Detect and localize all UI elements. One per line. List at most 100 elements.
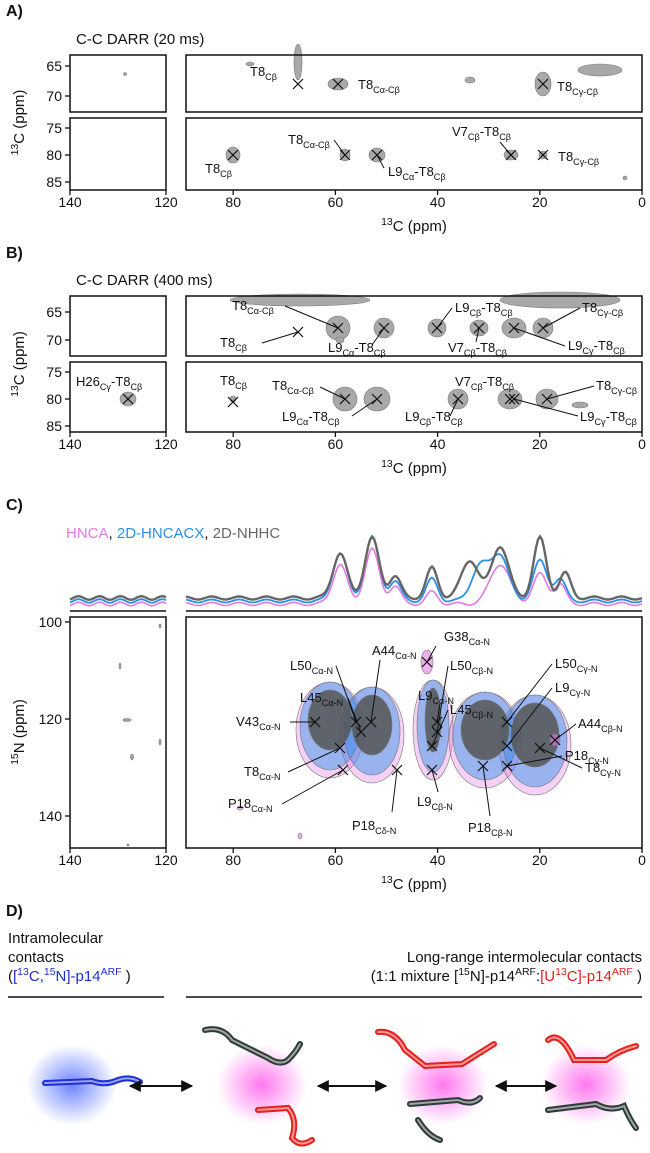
subscript: Cα-N <box>395 651 416 661</box>
plot-frame <box>69 54 167 113</box>
contour <box>245 61 255 67</box>
text-part: L50 <box>555 656 577 671</box>
text-part: -T8 <box>480 124 500 139</box>
caption-text: ([13C,15N]-p14ARF ) <box>8 966 131 985</box>
text-part: ) <box>633 968 642 985</box>
interaction-glow <box>27 1045 117 1125</box>
text-part: C, <box>29 968 44 985</box>
y-axis-label: 15N (ppm) <box>9 699 28 765</box>
contour <box>229 395 237 403</box>
subscript: Cβ <box>471 382 483 392</box>
contour <box>293 43 303 81</box>
peak-cross <box>371 149 383 161</box>
leader-line <box>370 659 381 723</box>
peak-cross <box>355 726 367 738</box>
subscript: Cβ <box>451 417 463 427</box>
peak-label: V7Cβ-T8Cβ <box>448 340 507 358</box>
subscript: Cδ-N <box>375 826 396 836</box>
peak-label: L9Cα-T8Cβ <box>282 409 340 427</box>
peak-cross <box>334 742 346 754</box>
y-tick-label: 80 <box>46 391 62 407</box>
contour <box>297 832 303 840</box>
peak-cross <box>378 322 390 334</box>
superscript: 13 <box>381 216 393 228</box>
text-part: L50 <box>450 658 472 673</box>
text-part: 2D-NHHC <box>213 525 281 542</box>
x-tick-label: 120 <box>154 194 178 210</box>
panel-letter: C) <box>6 497 23 514</box>
contour <box>158 738 162 746</box>
peak-label: T8Cβ <box>220 373 247 391</box>
peak-cross <box>122 393 134 405</box>
y-tick-label: 80 <box>46 147 62 163</box>
text-part: A44 <box>372 643 395 658</box>
subscript: Cβ <box>220 169 232 179</box>
text-part: L9 <box>405 409 419 424</box>
text-part: T8 <box>220 373 235 388</box>
peak-label: L9Cγ-T8Cβ <box>568 338 625 356</box>
subscript: Cα-N <box>312 666 333 676</box>
peak-label: T8Cγ-N <box>585 760 621 778</box>
peak-label: T8Cα-Cβ <box>358 77 400 95</box>
contour <box>499 291 621 309</box>
subscript: Cα-N <box>259 722 280 732</box>
text-part: N]-p14 <box>56 968 101 985</box>
caption-text: (1:1 mixture [15N]-p14ARF:[U13C]-p14ARF … <box>371 966 642 985</box>
caption-text: Intramolecular <box>8 930 103 947</box>
peak-label: L45Cβ-N <box>450 702 493 720</box>
text-part: contacts <box>8 949 64 966</box>
contour <box>460 699 510 761</box>
text-part: V7 <box>448 340 464 355</box>
peak-cross <box>431 322 443 334</box>
leader-line <box>546 385 595 400</box>
text-part: L9 <box>417 794 431 809</box>
contour <box>335 336 345 344</box>
peak-cross <box>477 760 489 772</box>
peak-cross <box>339 393 351 405</box>
peak-cross <box>292 78 304 90</box>
panel-letter: A) <box>6 3 23 20</box>
peak-label: A44Cβ-N <box>578 716 623 734</box>
subscript: Cβ <box>130 382 142 392</box>
x-tick-label: 20 <box>532 194 548 210</box>
peak-label: L9Cγ-T8Cβ <box>580 409 637 427</box>
protein-chain-highlight <box>377 1030 495 1068</box>
peak-cross <box>505 149 517 161</box>
peak-label: L50Cα-N <box>290 658 333 676</box>
text-part: H26 <box>76 374 100 389</box>
peak-label: L50Cβ-N <box>450 658 493 676</box>
y-axis-label: 13C (ppm) <box>9 90 28 156</box>
superscript: 13 <box>555 966 567 978</box>
x-tick-label: 80 <box>225 194 241 210</box>
x-tick-label: 140 <box>58 852 82 868</box>
text-part: , <box>204 525 212 542</box>
subscript: Cβ-N <box>601 724 622 734</box>
leader-line <box>436 665 449 733</box>
superscript: 15 <box>9 753 21 765</box>
protein-chain-highlight <box>547 1036 637 1061</box>
peak-cross <box>501 716 513 728</box>
peak-cross <box>332 78 344 90</box>
text-part: T8 <box>250 64 265 79</box>
peak-cross <box>365 716 377 728</box>
text-part: N]-p14 <box>470 968 515 985</box>
peak-cross <box>426 740 438 752</box>
protein-chain-highlight <box>204 1028 301 1064</box>
text-part: V43 <box>236 714 259 729</box>
peak-label: T8Cγ-Cβ <box>582 300 623 318</box>
text-part: ) <box>122 968 131 985</box>
y-tick-label: 65 <box>46 304 62 320</box>
y-tick-label: 85 <box>46 418 62 434</box>
peak-cross <box>549 734 561 746</box>
x-axis-label: 13C (ppm) <box>381 874 447 893</box>
x-tick-label: 20 <box>532 436 548 452</box>
text-part: T8 <box>557 79 572 94</box>
text-part: L9 <box>455 300 469 315</box>
text-part: -T8 <box>354 340 374 355</box>
subscript: Cβ <box>469 308 481 318</box>
peak-label: T8Cγ-Cβ <box>558 149 599 167</box>
peak-label: T8Cα-Cβ <box>288 132 330 150</box>
subscript: Cα <box>402 172 414 182</box>
projection-trace <box>69 594 167 602</box>
